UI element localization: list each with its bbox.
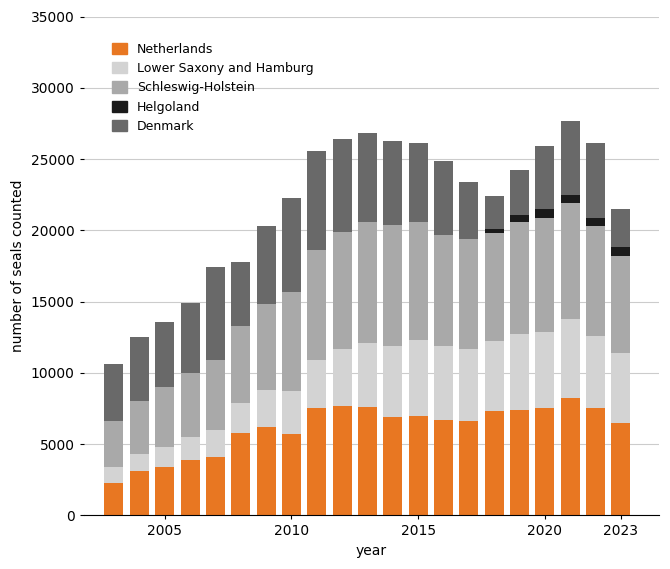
Bar: [484, 411, 504, 516]
Bar: [332, 139, 352, 232]
Bar: [282, 197, 301, 291]
Bar: [586, 217, 605, 226]
Bar: [257, 304, 275, 390]
Bar: [484, 341, 504, 411]
Bar: [358, 134, 377, 222]
Bar: [460, 349, 478, 421]
Bar: [358, 343, 377, 407]
Bar: [282, 434, 301, 516]
Bar: [383, 417, 402, 516]
Bar: [460, 239, 478, 349]
Bar: [105, 421, 123, 467]
Bar: [561, 203, 580, 319]
Bar: [535, 332, 554, 409]
Bar: [206, 360, 225, 430]
Bar: [308, 360, 326, 409]
Bar: [308, 151, 326, 250]
Bar: [231, 432, 250, 516]
Bar: [561, 195, 580, 203]
Bar: [130, 337, 149, 401]
Bar: [358, 407, 377, 516]
Bar: [586, 143, 605, 217]
Bar: [257, 427, 275, 516]
Bar: [383, 346, 402, 417]
Bar: [257, 390, 275, 427]
Bar: [206, 457, 225, 516]
Bar: [460, 421, 478, 516]
Bar: [180, 373, 200, 437]
Bar: [586, 226, 605, 336]
Bar: [434, 346, 453, 420]
Bar: [484, 196, 504, 229]
Bar: [409, 143, 427, 222]
Bar: [308, 409, 326, 516]
Bar: [611, 256, 630, 353]
Bar: [535, 217, 554, 332]
Bar: [434, 160, 453, 234]
Bar: [611, 248, 630, 256]
Bar: [180, 437, 200, 460]
Bar: [332, 232, 352, 349]
Bar: [510, 215, 529, 222]
Bar: [409, 222, 427, 340]
Bar: [535, 146, 554, 209]
Bar: [586, 336, 605, 409]
Bar: [155, 467, 174, 516]
Bar: [561, 319, 580, 398]
Y-axis label: number of seals counted: number of seals counted: [11, 180, 25, 352]
Bar: [105, 483, 123, 516]
Bar: [231, 326, 250, 403]
Bar: [586, 409, 605, 516]
Bar: [561, 121, 580, 195]
Bar: [155, 387, 174, 447]
Bar: [510, 410, 529, 516]
Bar: [332, 406, 352, 516]
X-axis label: year: year: [356, 544, 387, 558]
Bar: [105, 364, 123, 421]
Bar: [231, 403, 250, 432]
Bar: [130, 401, 149, 454]
Bar: [611, 423, 630, 516]
Bar: [358, 222, 377, 343]
Bar: [561, 398, 580, 516]
Bar: [510, 335, 529, 410]
Bar: [484, 233, 504, 341]
Bar: [460, 182, 478, 239]
Bar: [510, 222, 529, 335]
Bar: [383, 141, 402, 225]
Bar: [434, 420, 453, 516]
Bar: [484, 229, 504, 233]
Bar: [130, 471, 149, 516]
Bar: [155, 447, 174, 467]
Bar: [180, 460, 200, 516]
Bar: [409, 415, 427, 516]
Bar: [130, 454, 149, 471]
Bar: [535, 209, 554, 217]
Bar: [257, 226, 275, 304]
Bar: [155, 321, 174, 387]
Bar: [308, 250, 326, 360]
Bar: [105, 467, 123, 483]
Bar: [434, 234, 453, 346]
Bar: [383, 225, 402, 346]
Bar: [282, 291, 301, 391]
Bar: [510, 171, 529, 215]
Legend: Netherlands, Lower Saxony and Hamburg, Schleswig-Holstein, Helgoland, Denmark: Netherlands, Lower Saxony and Hamburg, S…: [107, 38, 319, 138]
Bar: [611, 209, 630, 248]
Bar: [535, 409, 554, 516]
Bar: [332, 349, 352, 406]
Bar: [409, 340, 427, 415]
Bar: [180, 303, 200, 373]
Bar: [611, 353, 630, 423]
Bar: [206, 430, 225, 457]
Bar: [206, 267, 225, 360]
Bar: [231, 262, 250, 326]
Bar: [282, 391, 301, 434]
